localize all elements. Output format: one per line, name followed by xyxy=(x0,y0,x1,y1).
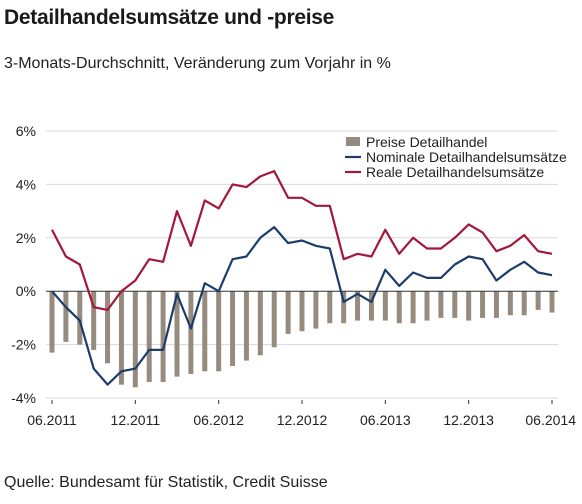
line-nominale xyxy=(51,226,553,386)
bar-preise xyxy=(77,291,83,345)
bar-preise xyxy=(243,291,249,361)
bar-preise xyxy=(341,291,347,324)
bar-preise xyxy=(49,291,55,353)
bar-preise xyxy=(257,291,263,356)
bar-preise xyxy=(230,291,236,366)
bar-preise xyxy=(396,291,402,324)
bar-preise xyxy=(355,291,361,321)
bar-preise xyxy=(466,291,472,321)
bar-preise xyxy=(216,291,222,372)
bar-preise xyxy=(132,291,138,388)
y-axis-ticks: 6% 4% 2% 0% -2% -4% xyxy=(11,123,36,406)
x-tick-label: 12.2013 xyxy=(443,412,494,428)
bar-preise xyxy=(493,291,499,318)
bar-preise xyxy=(382,291,388,321)
bar-preise xyxy=(105,291,111,364)
bar-preise xyxy=(410,291,416,324)
bar-preise xyxy=(202,291,208,372)
legend-swatch-preise xyxy=(346,137,360,146)
y-tick-label: -4% xyxy=(11,390,36,406)
legend-label: Nominale Detailhandelsumsätze xyxy=(366,149,567,165)
bar-preise xyxy=(452,291,458,318)
bar-preise xyxy=(160,291,166,382)
gridlines xyxy=(46,130,558,399)
bar-preise xyxy=(118,291,124,385)
bar-preise xyxy=(285,291,291,334)
y-tick-label: 0% xyxy=(16,283,36,299)
bars-preise xyxy=(49,291,555,388)
x-tick-label: 12.2011 xyxy=(111,412,161,428)
bar-preise xyxy=(438,291,444,318)
bar-preise xyxy=(299,291,305,332)
bar-preise xyxy=(549,291,555,313)
x-tick-label: 06.2012 xyxy=(193,412,244,428)
bar-preise xyxy=(521,291,527,316)
bar-preise xyxy=(271,291,277,348)
y-tick-label: 4% xyxy=(16,176,36,192)
y-tick-label: 6% xyxy=(16,123,36,139)
bar-preise xyxy=(535,291,541,310)
legend-label: Preise Detailhandel xyxy=(366,134,487,150)
chart-subtitle: 3-Monats-Durchschnitt, Veränderung zum V… xyxy=(4,55,391,72)
chart-title: Detailhandelsumsätze und -preise xyxy=(4,6,334,29)
bar-preise xyxy=(91,291,97,350)
x-tick-label: 06.2013 xyxy=(360,412,411,428)
line-reale xyxy=(51,170,553,311)
bar-preise xyxy=(507,291,513,316)
x-tick-label: 06.2014 xyxy=(525,412,576,428)
x-tick-label: 06.2011 xyxy=(27,412,77,428)
bar-preise xyxy=(146,291,152,382)
bar-preise xyxy=(174,291,180,377)
bar-preise xyxy=(480,291,486,318)
x-axis-ticks: 06.2011 12.2011 06.2012 12.2012 06.2013 12.20… xyxy=(27,400,576,428)
bar-preise xyxy=(368,291,374,321)
bar-preise xyxy=(424,291,430,321)
x-tick-label: 12.2012 xyxy=(277,412,328,428)
bar-preise xyxy=(327,291,333,324)
bar-preise xyxy=(313,291,319,329)
bar-preise xyxy=(63,291,69,342)
source-note: Quelle: Bundesamt für Statistik, Credit … xyxy=(4,474,328,491)
legend-label: Reale Detailhandelsumsätze xyxy=(366,164,544,180)
bar-preise xyxy=(188,291,194,374)
y-tick-label: 2% xyxy=(16,230,36,246)
y-tick-label: -2% xyxy=(11,337,36,353)
